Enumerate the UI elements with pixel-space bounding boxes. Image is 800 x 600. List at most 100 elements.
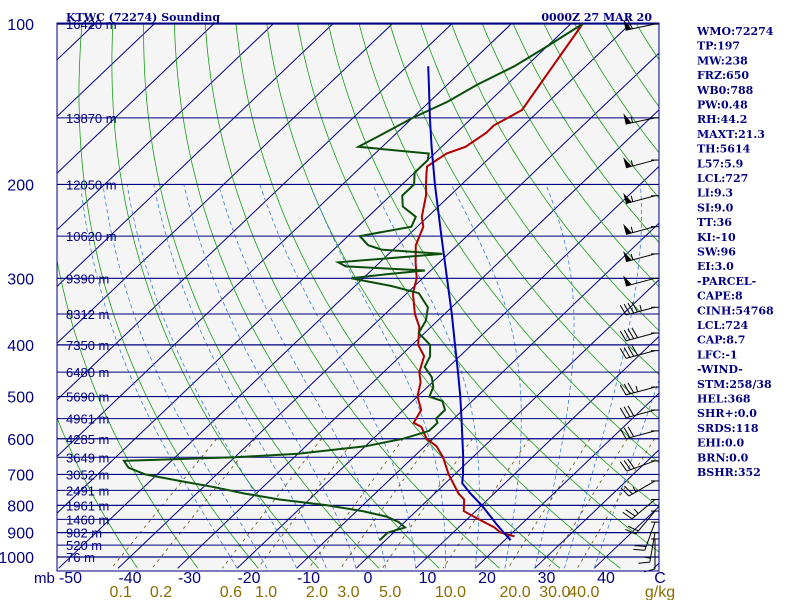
mixing-ratio-tick-label: 0.6 xyxy=(220,584,242,600)
mixing-ratio-tick-label: 20.0 xyxy=(500,584,531,600)
dry-adiabat-line xyxy=(78,23,259,569)
parcel-curve xyxy=(427,66,512,541)
mixing-ratio-line xyxy=(257,438,356,569)
pressure-tick-label: 400 xyxy=(7,338,34,355)
stat-line: KI:-10 xyxy=(697,231,736,244)
mixing-ratio-tick-label: 5.0 xyxy=(379,584,401,600)
stat-line: LCL:727 xyxy=(697,172,748,185)
stat-line: SHR+:0.0 xyxy=(697,407,757,420)
mixing-ratio-tick-label: 3.0 xyxy=(337,584,359,600)
dry-adiabat-line xyxy=(760,24,800,568)
stat-line: CAP:8.7 xyxy=(697,334,745,347)
height-label: 13870 m xyxy=(66,111,117,126)
pressure-unit-label: mb xyxy=(34,570,55,587)
wind-barbs xyxy=(619,18,659,573)
temperature-tick-label: 20 xyxy=(478,570,496,587)
dry-adiabat-line xyxy=(358,23,659,464)
pressure-tick-label: 300 xyxy=(7,271,34,288)
stat-line: HEL:368 xyxy=(697,393,751,406)
stat-line: TP:197 xyxy=(697,40,740,53)
isotherm-line xyxy=(534,449,659,569)
stat-line: BSHR:352 xyxy=(697,466,761,479)
mixing-ratio-line xyxy=(308,438,404,569)
isotherm-line xyxy=(474,392,659,569)
stat-line: LFC:-1 xyxy=(697,348,738,361)
temperature-tick-label: 0 xyxy=(364,570,373,587)
mixing-ratio-tick-label: 40.0 xyxy=(568,584,599,600)
grid-lines xyxy=(57,23,800,569)
temperature-tick-label: 40 xyxy=(597,570,615,587)
dry-adiabat-line xyxy=(420,23,659,376)
wind-barb xyxy=(633,521,659,551)
wind-barb xyxy=(623,113,659,125)
stat-line: -PARCEL- xyxy=(697,275,756,288)
wind-barb xyxy=(620,480,659,497)
temperature-tick-label: 10 xyxy=(419,570,437,587)
station-title: KTWC (72274) Sounding xyxy=(66,11,220,24)
mixing-ratio-line xyxy=(111,438,218,569)
isotherm-line xyxy=(57,23,571,514)
dry-adiabat-line xyxy=(174,23,440,569)
moist-adiabat-line xyxy=(372,184,480,569)
height-label: 9390 m xyxy=(66,271,109,286)
height-label: 520 m xyxy=(66,538,102,553)
mixing-ratio-line xyxy=(221,438,322,569)
mixing-ratio-tick-label: 0.1 xyxy=(110,584,132,600)
dry-adiabat-line xyxy=(482,23,659,288)
moist-adiabat-line xyxy=(183,184,357,569)
wind-barb xyxy=(619,301,659,316)
height-label: 4961 m xyxy=(66,412,109,427)
wind-barb xyxy=(623,223,659,235)
isotherm-line xyxy=(177,109,659,569)
moist-adiabat-line xyxy=(593,378,659,569)
stat-line: CINH:54768 xyxy=(697,304,774,317)
stat-line: SW:96 xyxy=(697,246,736,259)
mixing-ratio-line xyxy=(576,438,655,569)
dewpoint-curve xyxy=(122,23,584,541)
pressure-tick-label: 700 xyxy=(7,467,34,484)
isotherm-line xyxy=(57,23,214,174)
temperature-curve xyxy=(411,23,584,538)
stat-line: LCL:724 xyxy=(697,319,749,332)
stat-line: MW:238 xyxy=(697,54,748,67)
stat-line: EHI:0.0 xyxy=(697,437,744,450)
height-label: 16420 m xyxy=(66,17,117,32)
temperature-tick-label: 30 xyxy=(538,570,556,587)
isotherm-line xyxy=(415,335,659,569)
wind-barb xyxy=(623,192,659,204)
moist-adiabat-line xyxy=(450,184,522,569)
height-label: 4285 m xyxy=(66,432,109,447)
wind-barb xyxy=(623,251,659,263)
wind-barb xyxy=(638,532,659,564)
mixing-ratio-line xyxy=(507,438,591,569)
dry-adiabat-line xyxy=(389,23,659,420)
mixing-ratio-line xyxy=(547,438,628,569)
stat-line: WMO:72274 xyxy=(696,25,774,38)
wind-barb xyxy=(622,498,659,520)
stat-line: CAPE:8 xyxy=(697,290,743,303)
dry-adiabat-line xyxy=(790,24,800,568)
mixing-ratio-unit-label: g/kg xyxy=(645,584,675,600)
stat-line: PW:0.48 xyxy=(697,99,748,112)
wind-barb xyxy=(623,18,659,31)
height-label: 8312 m xyxy=(66,307,109,322)
stat-line: MAXT:21.3 xyxy=(697,128,765,141)
dry-adiabat-line xyxy=(204,23,500,569)
mixing-ratio-tick-label: 30.0 xyxy=(539,584,570,600)
isotherm-line xyxy=(57,23,333,288)
moist-adiabat-line xyxy=(259,184,416,569)
dry-adiabat-line xyxy=(328,23,659,508)
stat-line: EI:3.0 xyxy=(697,260,734,273)
isotherm-line xyxy=(57,23,452,401)
stat-line: SRDS:118 xyxy=(697,422,759,435)
isotherm-line xyxy=(236,165,659,569)
wind-barb xyxy=(619,458,659,472)
pressure-tick-label: 200 xyxy=(7,177,34,194)
pressure-tick-label: 800 xyxy=(7,498,34,515)
height-label: 76 m xyxy=(66,550,95,565)
height-label: 1961 m xyxy=(66,498,109,513)
isotherm-line xyxy=(57,23,393,344)
height-label: 6480 m xyxy=(66,365,109,380)
